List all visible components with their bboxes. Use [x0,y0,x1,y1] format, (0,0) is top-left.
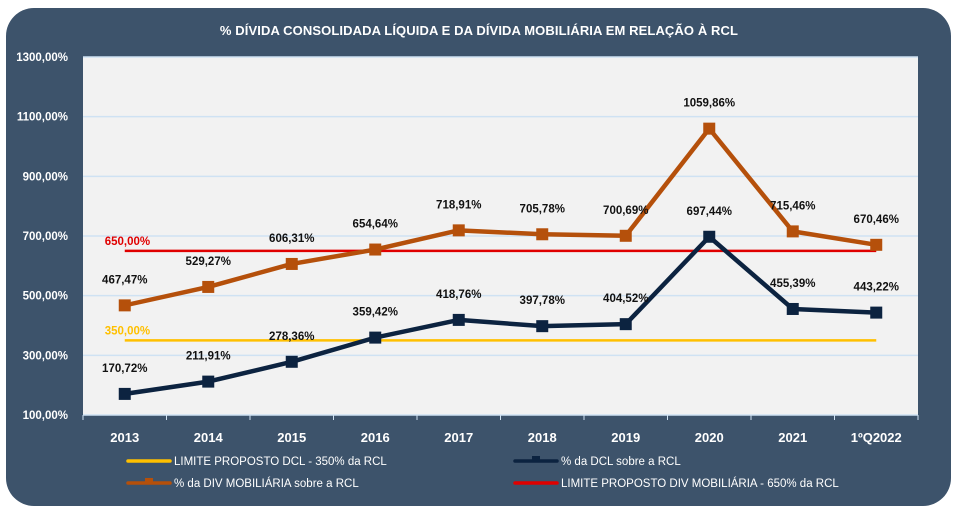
data-point-marker [703,122,716,135]
data-point-marker [619,318,632,331]
y-tick-label: 100,00% [23,410,68,422]
data-point-marker [536,320,549,333]
data-label: 211,91% [186,351,231,363]
gridlines [83,56,918,357]
y-tick-label: 900,00% [23,171,68,183]
data-point-marker [369,331,382,344]
data-label: 418,76% [436,289,481,301]
legend-label: % da DCL sobre a RCL [561,456,681,468]
reference-line-label: 650,00% [105,236,150,248]
data-labels: 650,00% 350,00% 467,47% 529,27% 606,31% 654,6… [102,98,899,375]
x-tick-label: 1ºQ2022 [851,430,902,445]
x-tick-label: 2017 [444,430,473,445]
x-tick-label: 2021 [778,430,807,445]
data-point-marker [202,375,215,388]
x-tick-label: 2020 [695,430,724,445]
data-point-marker [452,313,465,326]
y-tick-label: 1100,00% [17,112,68,124]
data-label: 404,52% [603,293,648,305]
data-label: 455,39% [770,278,815,290]
data-label: 654,64% [353,219,398,231]
data-label: 606,31% [269,233,314,245]
data-point-marker [703,230,716,243]
data-label: 397,78% [520,295,565,307]
chart-title: % DÍVIDA CONSOLIDADA LÍQUIDA E DA DÍVIDA… [219,23,739,38]
legend: LIMITE PROPOSTO DCL - 350% da RCL % da DC… [126,456,839,490]
data-label: 718,91% [436,199,481,211]
x-tick-label: 2014 [194,430,224,445]
data-point-marker [619,229,632,242]
data-label: 359,42% [353,307,398,319]
legend-label: LIMITE PROPOSTO DCL - 350% da RCL [174,456,387,468]
x-tick-label: 2016 [361,430,390,445]
legend-marker [145,478,153,484]
data-label: 529,27% [186,256,231,268]
data-point-marker [285,257,298,270]
data-point-marker [870,238,883,251]
y-tick-label: 1300,00% [16,52,68,64]
legend-label: % da DIV MOBILIÁRIA sobre a RCL [174,477,359,490]
data-point-marker [118,299,131,312]
x-tick-label: 2015 [277,430,306,445]
y-axis: 100,00% 300,00% 500,00% 700,00% 900,00% 1100,… [16,52,68,422]
data-point-marker [786,225,799,238]
legend-label: LIMITE PROPOSTO DIV MOBILIÁRIA - 650% da… [561,477,839,490]
data-label: 170,72% [102,363,147,375]
data-point-marker [870,306,883,319]
data-label: 697,44% [687,206,732,218]
series-line [124,234,877,397]
data-point-marker [118,387,131,400]
data-point-marker [285,355,298,368]
data-point-marker [536,228,549,241]
data-point-marker [452,224,465,237]
data-label: 670,46% [854,214,899,226]
data-label: 705,78% [520,203,565,215]
legend-marker [532,456,540,462]
x-tick-label: 2018 [528,430,557,445]
data-label: 1059,86% [683,98,735,110]
data-label: 443,22% [854,282,899,294]
series-group [118,122,883,400]
x-axis: 2013 2014 2015 2016 2017 2018 2019 2020 2021 1ºQ2… [82,414,919,445]
reference-line-label: 350,00% [105,325,150,337]
data-label: 715,46% [770,200,815,212]
data-label: 278,36% [269,331,314,343]
data-point-marker [786,302,799,315]
x-tick-label: 2019 [611,430,640,445]
series-line [124,126,877,308]
data-point-marker [369,243,382,256]
data-label: 467,47% [102,274,147,286]
y-tick-label: 300,00% [23,350,68,362]
y-tick-label: 500,00% [23,291,68,303]
data-label: 700,69% [603,205,648,217]
data-point-marker [202,280,215,293]
x-tick-label: 2013 [110,430,139,445]
y-tick-label: 700,00% [23,231,68,243]
